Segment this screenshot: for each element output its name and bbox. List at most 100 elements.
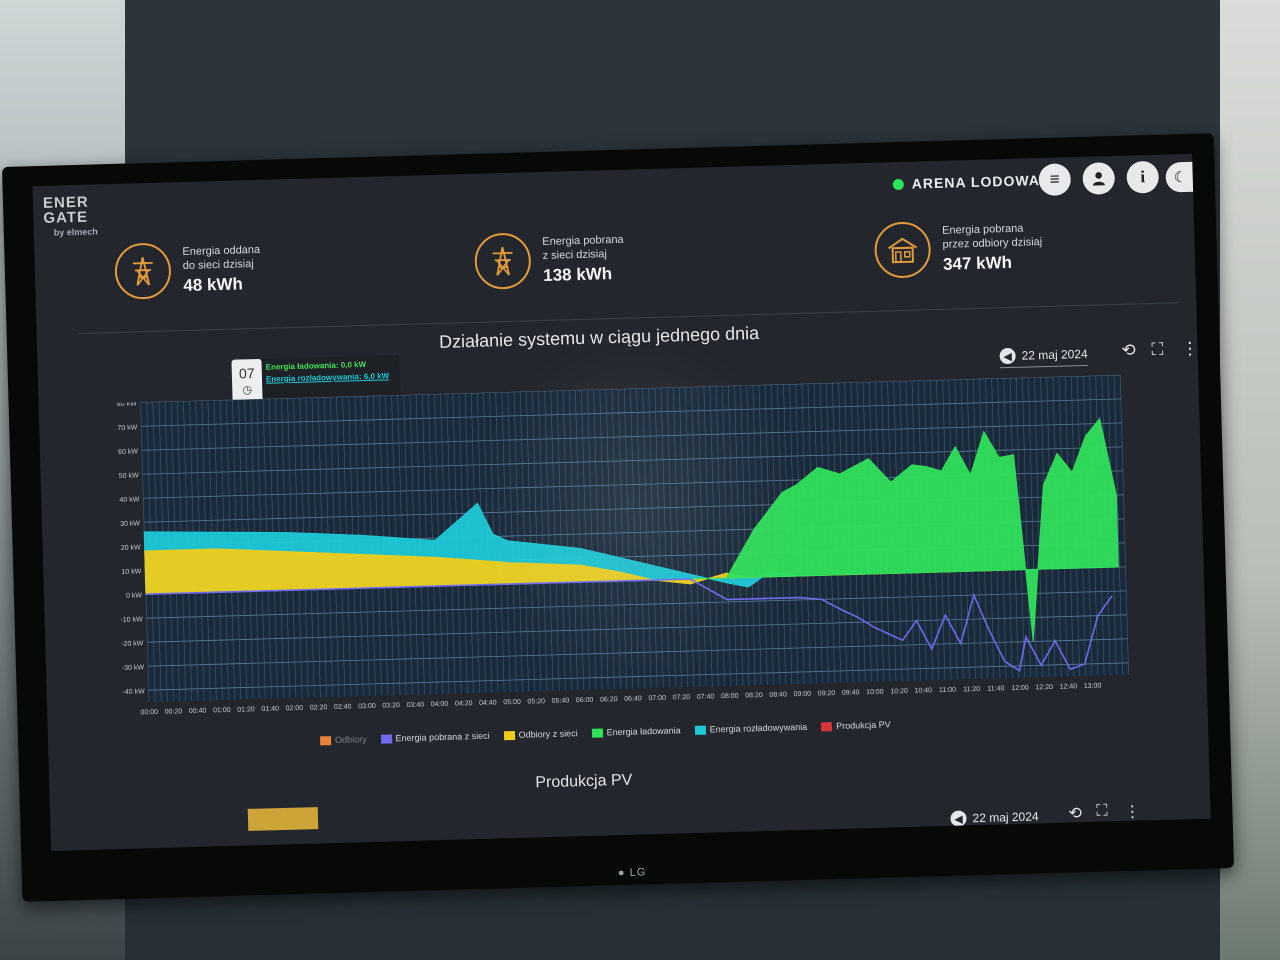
grid-line-vertical: [703, 386, 713, 687]
series-area-energia-ładowania: [145, 417, 1119, 642]
grid-line-vertical: [685, 387, 695, 687]
grid-line-vertical: [734, 385, 744, 686]
fullscreen-icon: ⛶: [1151, 339, 1164, 360]
pv-more-button[interactable]: ⋮: [1124, 802, 1141, 822]
y-tick-label: 30 kW: [120, 520, 140, 528]
arrow-left-icon[interactable]: ◀: [999, 347, 1016, 365]
y-tick-label: 70 kW: [117, 424, 137, 432]
grid-line-vertical: [721, 386, 731, 686]
x-tick-label: 01:40: [261, 706, 279, 713]
x-tick-label: 09:00: [793, 691, 811, 698]
menu-icon: ≡: [1049, 169, 1060, 189]
system-operation-chart-card: Działanie systemu w ciągu jednego dnia 0…: [78, 302, 1199, 784]
y-tick-label: -40 kW: [122, 688, 145, 696]
y-tick-label: 20 kW: [121, 544, 141, 552]
stat-value: 48 kWh: [183, 273, 244, 295]
pv-fullscreen-button[interactable]: ⛶: [1096, 802, 1108, 820]
legend-label: Odbiory z sieci: [518, 728, 578, 740]
x-tick-label: 00:00: [140, 709, 158, 716]
grid-line-vertical: [575, 390, 584, 691]
grid-line-vertical: [605, 389, 615, 690]
more-vertical-icon: ⋮: [1181, 338, 1199, 359]
x-tick-label: 06:00: [576, 697, 594, 704]
grid-line-vertical: [666, 387, 676, 688]
arrow-left-icon[interactable]: ◀: [950, 810, 967, 827]
chart-fullscreen-button[interactable]: ⛶: [1151, 340, 1163, 360]
grid-line-vertical: [630, 388, 640, 689]
legend-swatch: [319, 735, 332, 745]
undo-icon: ⟲: [1068, 805, 1083, 823]
legend-item[interactable]: Produkcja PV: [821, 719, 891, 731]
grid-line-vertical: [697, 386, 707, 687]
pv-date-picker[interactable]: ◀ 22 maj 2024: [950, 808, 1039, 827]
menu-button[interactable]: ≡: [1038, 163, 1072, 197]
y-tick-label: -20 kW: [121, 640, 144, 648]
legend-swatch: [503, 730, 515, 740]
chart-title: Działanie systemu w ciągu jednego dnia: [438, 322, 760, 352]
chart-more-button[interactable]: ⋮: [1181, 339, 1199, 359]
grid-line-vertical: [1021, 377, 1031, 678]
legend-swatch: [694, 725, 706, 735]
legend-item[interactable]: Energia rozładowywania: [694, 722, 807, 735]
x-tick-label: 10:40: [914, 687, 932, 694]
x-tick-label: 12:40: [1060, 683, 1078, 690]
grid-line-vertical: [532, 391, 542, 692]
stat-exported-energy: Energia oddana do sieci dzisiaj 48 kWh: [114, 240, 261, 300]
site-status: ARENA LODOWA: [892, 172, 1041, 192]
power-tower-icon: [114, 242, 172, 300]
energate-logo: ENER GATE by elmech: [43, 194, 98, 240]
y-tick-label: 50 kW: [119, 472, 139, 480]
x-tick-label: 02:20: [310, 704, 328, 711]
x-tick-label: 00:20: [165, 708, 183, 715]
legend-swatch: [821, 721, 833, 731]
sun-icon: ✹: [1202, 168, 1211, 186]
x-tick-label: 12:20: [1035, 684, 1053, 691]
y-tick-label: 0 kW: [126, 592, 143, 599]
y-tick-label: 10 kW: [121, 568, 141, 576]
grid-line-vertical: [672, 387, 682, 688]
grid-line-horizontal: [140, 374, 1121, 403]
stat-value: 138 kWh: [542, 263, 613, 285]
grid-line-vertical: [599, 389, 609, 690]
legend-item[interactable]: Energia pobrana z sieci: [380, 731, 490, 744]
theme-toggle[interactable]: ☾ ✹: [1165, 160, 1211, 193]
site-name: ARENA LODOWA: [911, 172, 1041, 192]
grid-line-vertical: [568, 390, 578, 691]
grid-line-horizontal: [147, 638, 1128, 667]
grid-line-vertical: [1028, 377, 1038, 678]
y-tick-label: -30 kW: [122, 664, 145, 672]
info-button[interactable]: i: [1126, 160, 1160, 194]
stat-label: Energia oddana do sieci dzisiaj: [182, 243, 261, 272]
grid-line-vertical: [562, 390, 572, 691]
grid-line-vertical: [617, 388, 627, 689]
account-button[interactable]: [1082, 162, 1116, 195]
x-tick-label: 10:00: [866, 689, 884, 696]
pv-reset-button[interactable]: ⟲: [1068, 803, 1082, 823]
grid-line-vertical: [581, 389, 591, 690]
x-tick-label: 09:20: [818, 690, 836, 697]
grid-line-vertical: [1113, 375, 1123, 675]
user-icon: [1092, 172, 1105, 186]
stat-imported-energy: Energia pobrana z sieci dzisiaj 138 kWh: [474, 230, 625, 290]
fullscreen-icon: ⛶: [1096, 802, 1108, 820]
legend-item[interactable]: Odbiory z sieci: [503, 728, 578, 740]
chart-date-picker[interactable]: ◀ 22 maj 2024: [999, 345, 1088, 369]
grid-line-vertical: [1119, 374, 1129, 675]
stat-label: Energia pobrana z sieci dzisiaj: [542, 233, 624, 262]
chart-reset-button[interactable]: ⟲: [1121, 340, 1136, 360]
grid-line-vertical: [660, 387, 670, 688]
logo-line2: GATE: [43, 208, 89, 227]
x-tick-label: 02:00: [286, 705, 304, 712]
legend-item[interactable]: Energia ładowania: [591, 725, 681, 737]
x-tick-label: 11:40: [987, 685, 1004, 692]
x-tick-label: 06:20: [600, 696, 618, 703]
x-tick-label: 04:40: [479, 699, 497, 706]
x-tick-label: 12:00: [1011, 685, 1029, 692]
dashboard-screen: ENER GATE by elmech ARENA LODOWA ≡ i ☾ ✹: [32, 153, 1211, 851]
info-icon: i: [1140, 167, 1146, 187]
grid-line-vertical: [593, 389, 603, 690]
x-tick-label: 13:00: [1084, 683, 1102, 690]
tv-brand-logo: ● LG: [617, 866, 647, 880]
legend-item[interactable]: Odbiory: [319, 734, 367, 745]
grid-line-horizontal: [142, 446, 1123, 475]
